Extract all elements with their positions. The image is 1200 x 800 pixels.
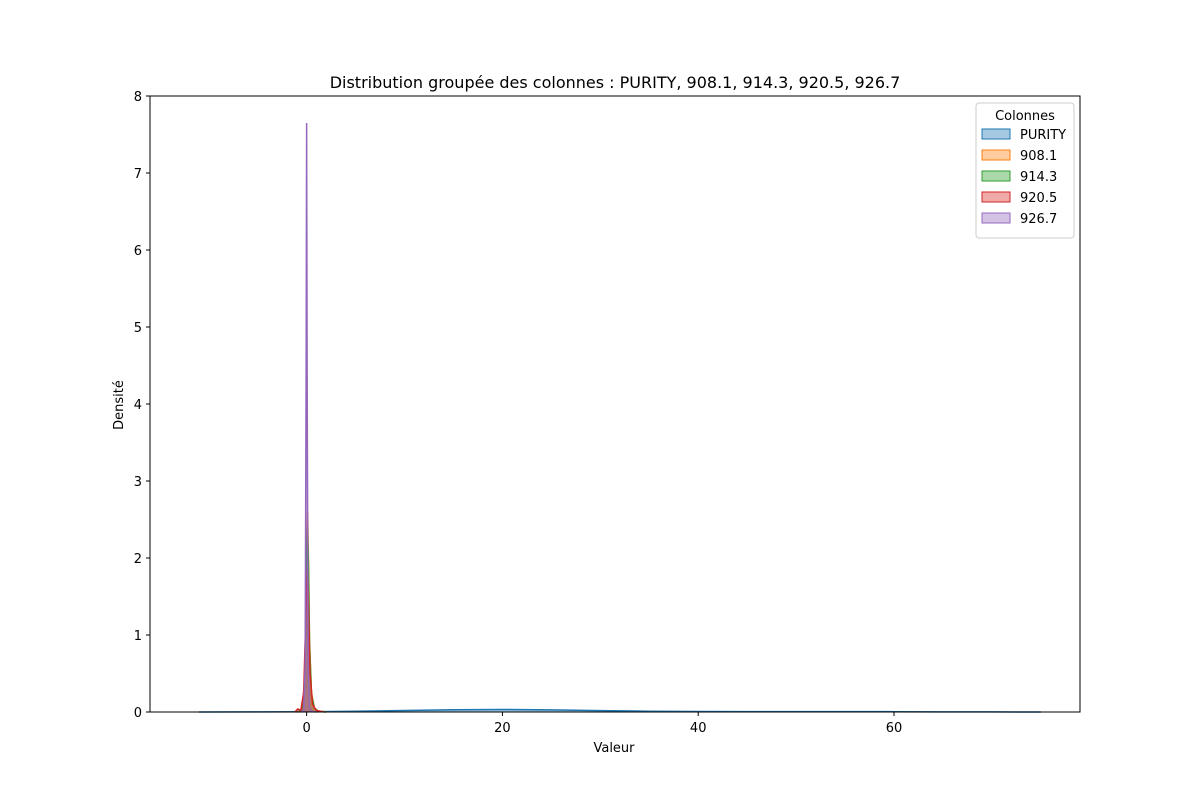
y-tick-label: 0 xyxy=(134,706,142,721)
y-tick-label: 3 xyxy=(134,475,142,490)
x-tick-label: 40 xyxy=(690,721,707,736)
legend-label: 926.7 xyxy=(1020,212,1057,227)
x-tick-label: 60 xyxy=(886,721,903,736)
x-axis: 0 20 40 60 xyxy=(302,712,902,736)
y-tick-label: 5 xyxy=(134,321,142,336)
y-axis-label: Densité xyxy=(112,380,127,430)
legend-swatch xyxy=(981,212,1011,224)
y-tick-label: 6 xyxy=(134,244,142,259)
y-tick-label: 8 xyxy=(134,90,142,105)
y-axis: 0 1 2 3 4 5 6 7 8 xyxy=(134,90,150,721)
legend-swatch xyxy=(981,170,1011,182)
legend-label: 908.1 xyxy=(1020,149,1057,164)
x-tick-label: 20 xyxy=(494,721,511,736)
series-area-0 xyxy=(198,709,1041,712)
y-tick-label: 7 xyxy=(134,167,142,182)
chart-title: Distribution groupée des colonnes : PURI… xyxy=(330,73,901,92)
legend-swatch xyxy=(981,128,1011,140)
legend-swatch xyxy=(981,191,1011,203)
legend-box xyxy=(975,102,1075,239)
legend-label: 920.5 xyxy=(1020,191,1057,206)
y-tick-label: 2 xyxy=(134,552,142,567)
x-axis-label: Valeur xyxy=(593,741,635,756)
x-tick-label: 0 xyxy=(302,721,310,736)
series-line-4 xyxy=(300,122,317,713)
legend: Colonnes PURITY 908.1 914.3 920.5 926.7 xyxy=(975,102,1075,239)
y-tick-label: 4 xyxy=(134,398,142,413)
legend-label: 914.3 xyxy=(1020,170,1057,185)
series-area-3 xyxy=(294,565,325,712)
legend-swatch xyxy=(981,149,1011,161)
legend-title: Colonnes xyxy=(995,109,1055,124)
y-tick-label: 1 xyxy=(134,629,142,644)
legend-label: PURITY xyxy=(1020,128,1066,143)
